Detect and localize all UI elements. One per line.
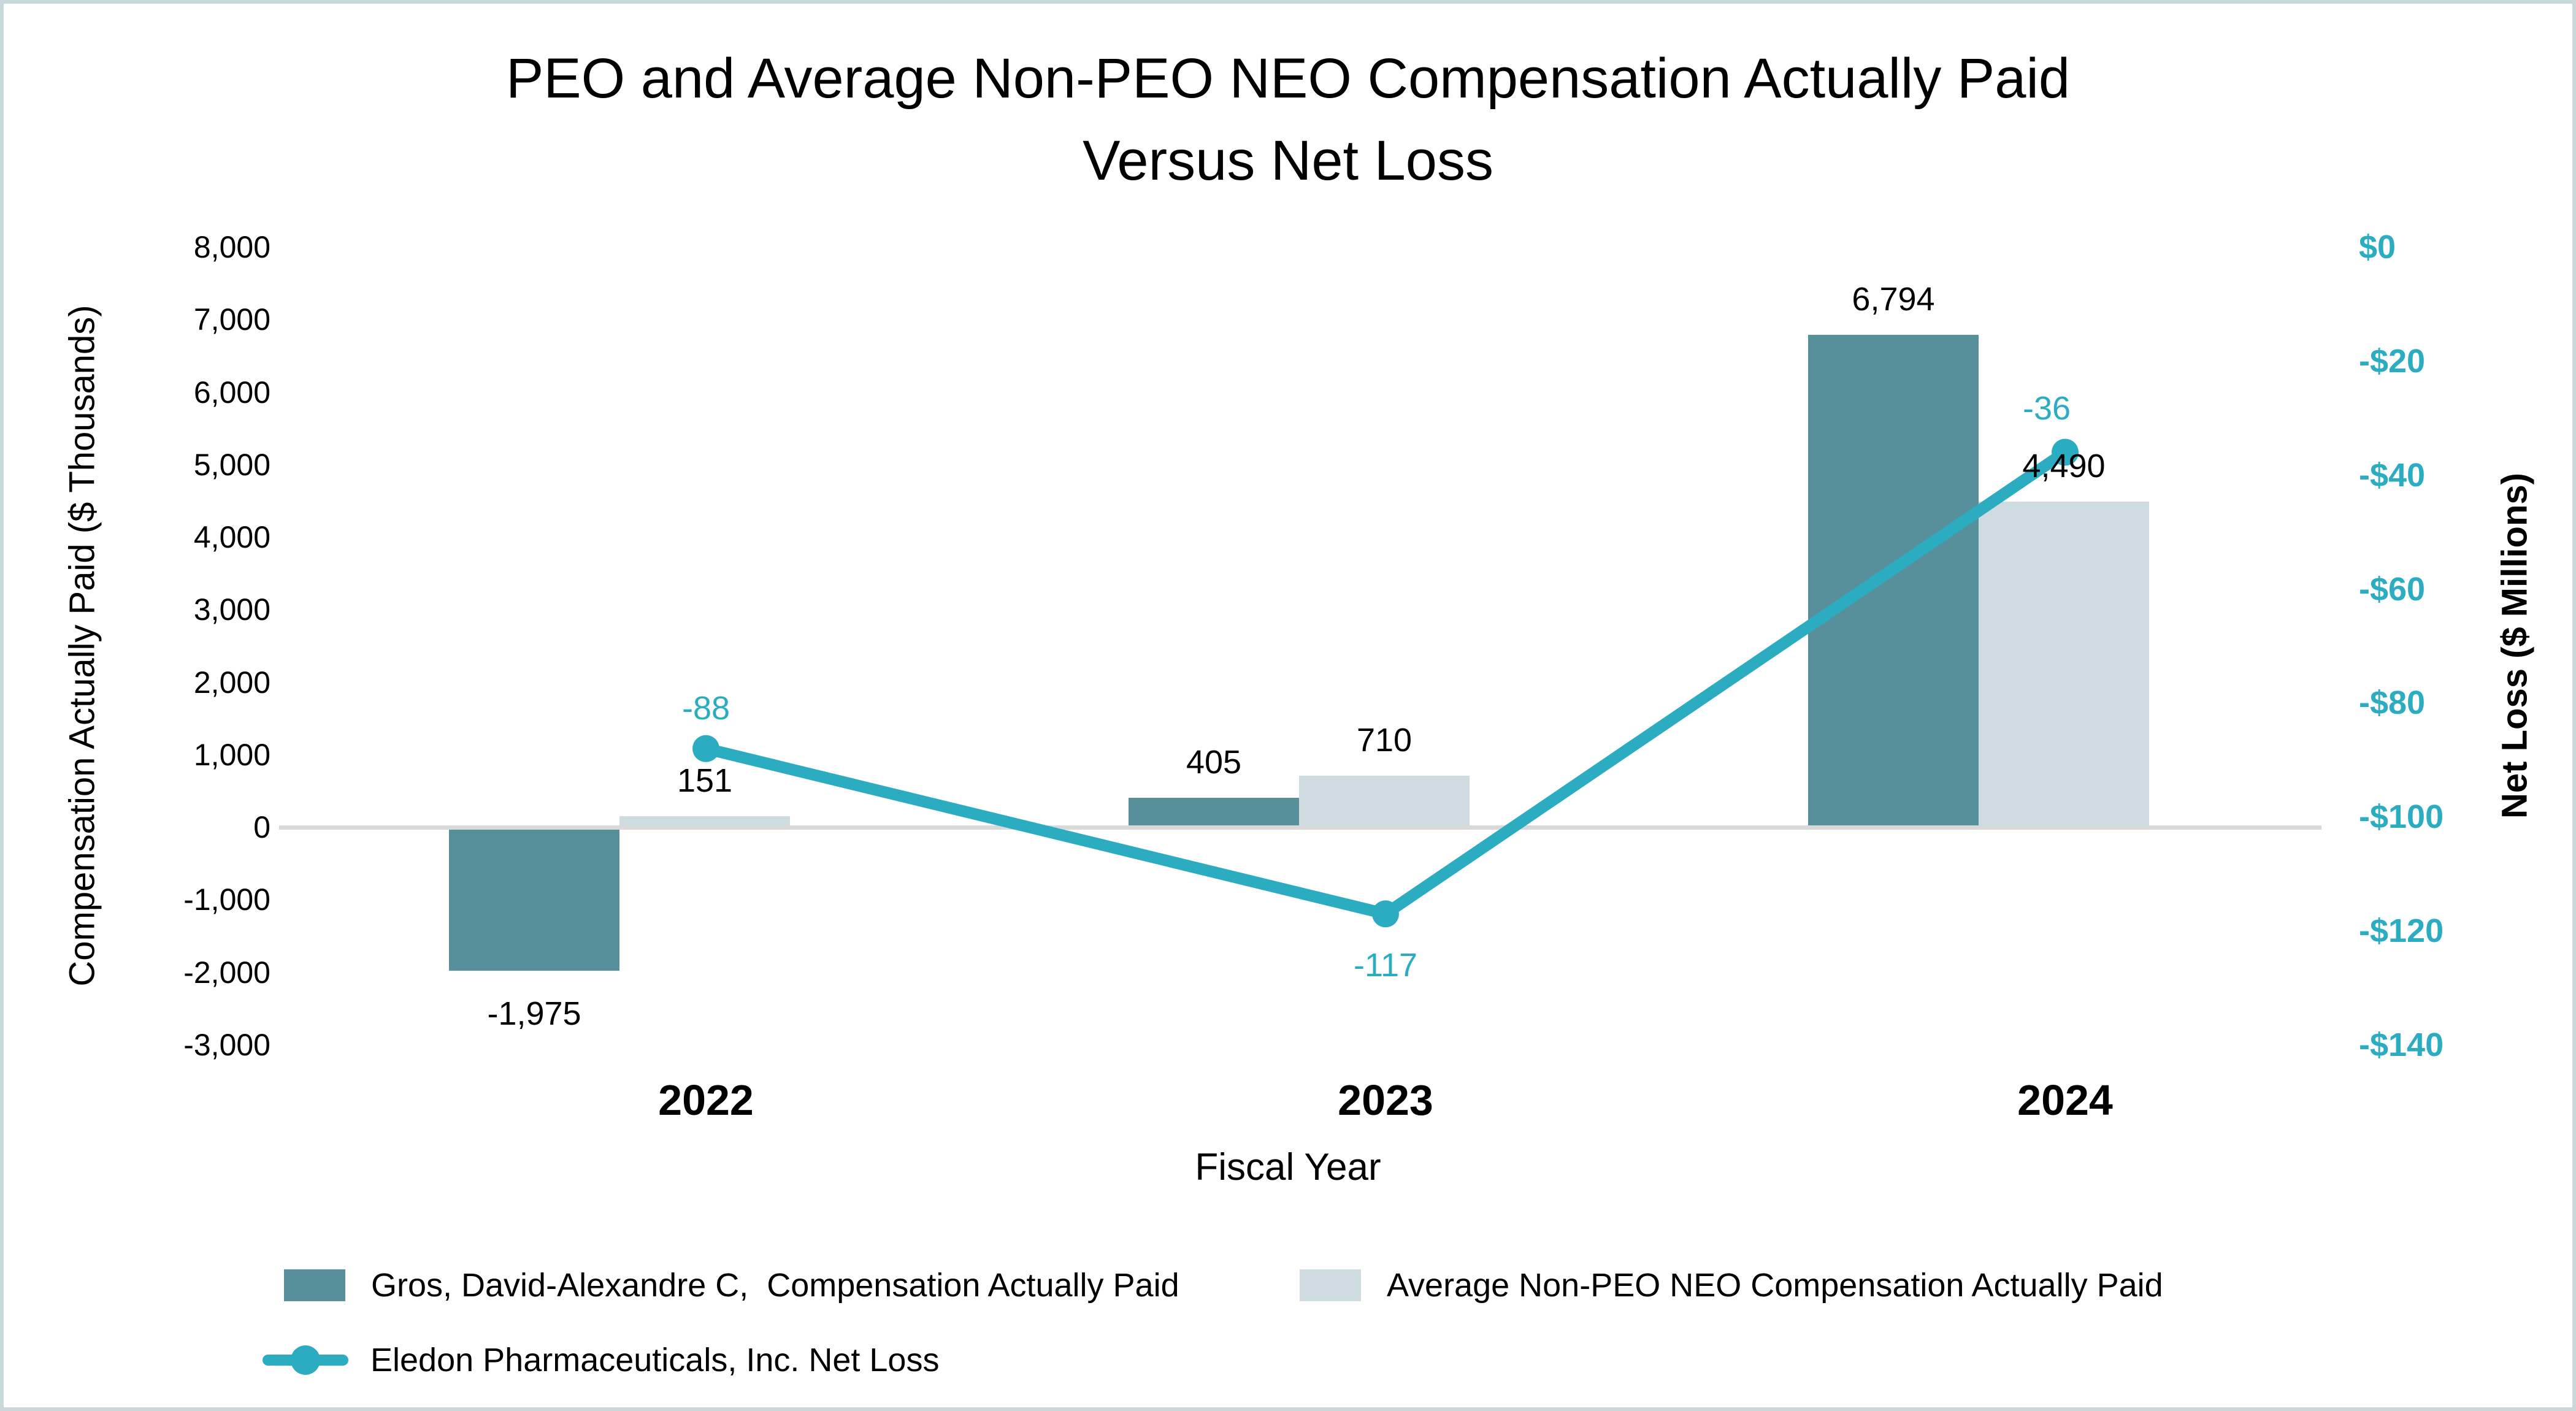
bar-data-label: 4,490 [2022,448,2106,485]
x-axis-label-2023: 2023 [1338,1076,1433,1124]
legend-item: Average Non-PEO NEO Compensation Actuall… [1300,1267,2163,1304]
right-axis-tick: -$40 [2359,456,2426,494]
left-axis-tick: 7,000 [193,302,270,337]
left-axis-tick: 1,000 [193,737,270,772]
right-axis-tick: -$20 [2359,342,2426,380]
right-axis-tick: -$100 [2359,798,2444,836]
peo-bar-2022 [449,827,619,971]
legend-label: Gros, David-Alexandre C, Compensation Ac… [371,1267,1179,1304]
x-axis-label-2024: 2024 [2017,1076,2113,1124]
left-axis-tick: 4,000 [193,520,270,555]
left-axis-tick: 8,000 [193,230,270,264]
x-axis-title: Fiscal Year [1195,1146,1381,1188]
left-axis-tick: 2,000 [193,665,270,700]
net-loss-marker-2023 [1372,900,1399,928]
legend-label: Eledon Pharmaceuticals, Inc. Net Loss [370,1342,940,1378]
net-loss-line-layer [692,438,2079,928]
zero-axis-line [279,825,2321,830]
non-peo-bar-2024 [1979,502,2149,827]
bar-data-label: 151 [677,762,733,800]
left-axis-tick: 6,000 [193,375,270,410]
legend-swatch-icon [284,1269,345,1301]
left-axis-tick: -2,000 [183,955,270,990]
left-axis-tick: 3,000 [193,592,270,627]
chart-title-line1: PEO and Average Non-PEO NEO Compensation… [505,47,2071,110]
bar-data-label: 6,794 [1852,280,1935,318]
non-peo-bar-2023 [1299,776,1470,827]
left-axis-tick: 0 [253,810,270,845]
x-axis-label-2022: 2022 [658,1076,754,1124]
right-axis-tick: $0 [2359,229,2396,266]
legend-line-marker-icon [263,1345,348,1375]
bar-data-label: 710 [1356,722,1413,759]
net-loss-data-label: -36 [2022,389,2071,427]
chart-title-line2: Versus Net Loss [1083,129,1493,192]
right-axis-tick: -$120 [2359,912,2444,950]
left-axis-tick: -1,000 [183,882,270,917]
peo-bar-2024 [1808,334,1979,827]
legend-item: Gros, David-Alexandre C, Compensation Ac… [284,1267,1179,1304]
legend-label: Average Non-PEO NEO Compensation Actuall… [1387,1267,2163,1304]
right-axis-title: Net Loss ($ Millions) [2494,473,2535,819]
legend-swatch-icon [1300,1269,1361,1301]
net-loss-data-label: -88 [681,689,730,727]
right-axis-tick: -$80 [2359,684,2426,722]
left-axis-tick: -3,000 [183,1028,270,1062]
net-loss-data-label: -117 [1353,947,1418,984]
net-loss-marker-2022 [692,735,719,762]
left-axis-tick: 5,000 [193,447,270,482]
bar-data-label: 405 [1186,744,1242,781]
legend-item: Eledon Pharmaceuticals, Inc. Net Loss [263,1342,940,1378]
bar-data-label: -1,975 [487,995,581,1032]
peo-bar-2023 [1129,798,1299,827]
right-axis-tick: -$140 [2359,1027,2444,1063]
right-axis-tick: -$60 [2359,570,2426,608]
